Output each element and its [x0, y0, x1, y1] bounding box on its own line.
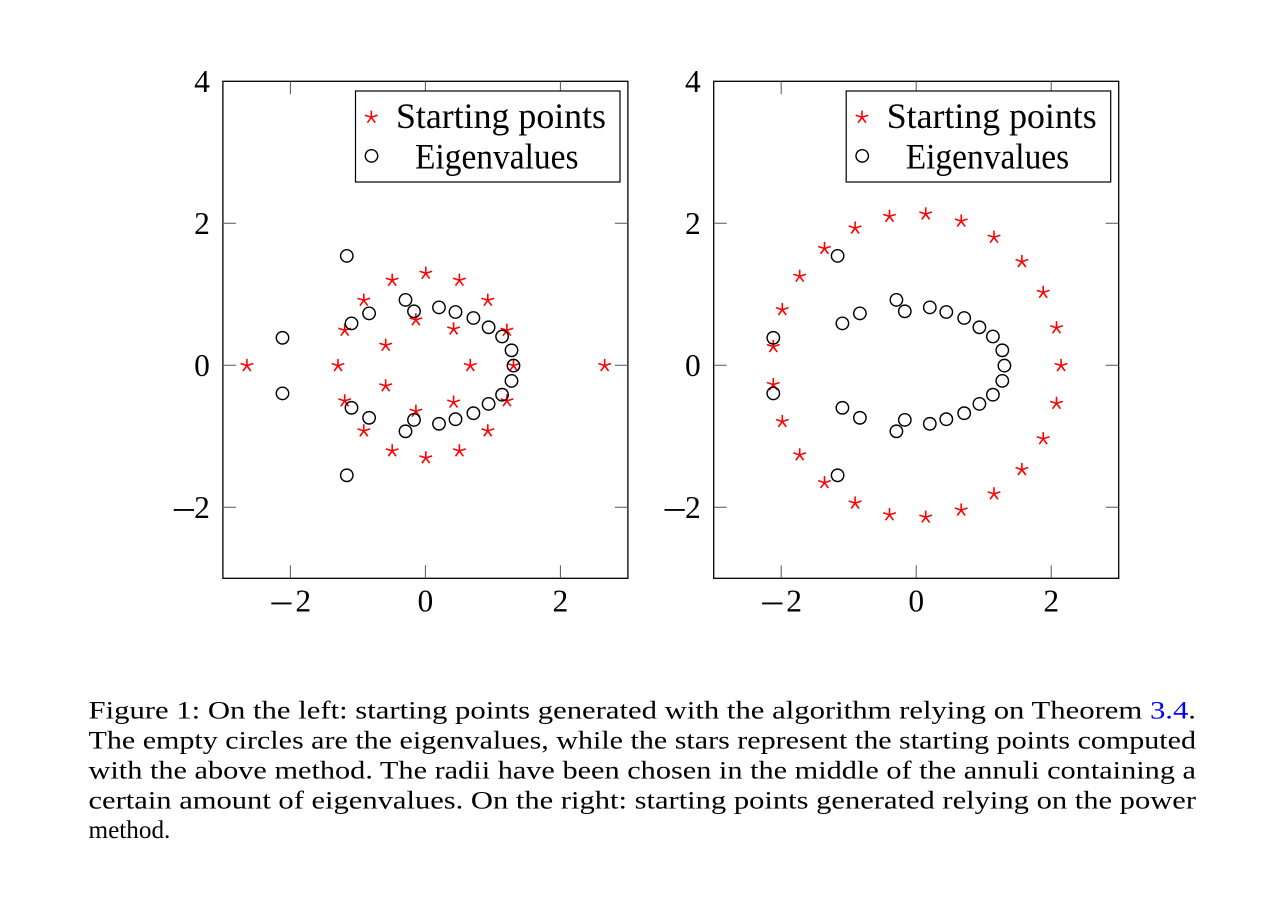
svg-text:Eigenvalues: Eigenvalues: [906, 136, 1069, 176]
svg-text:2: 2: [194, 206, 210, 241]
svg-text:2: 2: [685, 206, 701, 241]
svg-text:Eigenvalues: Eigenvalues: [415, 136, 579, 176]
svg-text:2: 2: [786, 583, 802, 618]
svg-text:0: 0: [908, 583, 924, 618]
svg-text:0: 0: [194, 348, 210, 383]
svg-text:0: 0: [418, 583, 434, 618]
svg-text:2: 2: [295, 583, 311, 618]
svg-text:4: 4: [194, 64, 210, 99]
svg-text:2: 2: [194, 490, 210, 525]
svg-text:The empty circles are the eige: The empty circles are the eigenvalues, w…: [89, 727, 1197, 754]
svg-text:2: 2: [685, 490, 701, 525]
svg-text:certain amount of eigenvalues.: certain amount of eigenvalues. On the ri…: [89, 787, 1197, 814]
svg-text:Figure 1: On the left: startin: Figure 1: On the left: starting points g…: [89, 697, 1197, 724]
svg-text:0: 0: [685, 348, 701, 383]
svg-text:4: 4: [685, 64, 701, 99]
svg-text:2: 2: [1043, 583, 1059, 618]
svg-text:Starting points: Starting points: [396, 96, 606, 136]
svg-text:Starting points: Starting points: [887, 96, 1097, 136]
svg-text:method.: method.: [89, 817, 171, 844]
svg-text:with the above method. The rad: with the above method. The radii have be…: [89, 757, 1197, 784]
svg-text:2: 2: [553, 583, 569, 618]
